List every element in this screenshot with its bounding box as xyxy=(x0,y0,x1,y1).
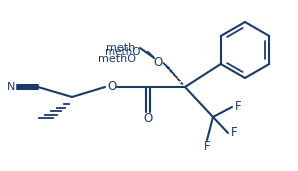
Text: O: O xyxy=(107,81,117,94)
Text: O: O xyxy=(143,113,153,126)
Text: methO: methO xyxy=(98,54,136,64)
Text: O: O xyxy=(153,56,163,69)
Text: F: F xyxy=(235,101,241,114)
Text: meth: meth xyxy=(106,43,135,53)
Text: N: N xyxy=(7,82,15,92)
Text: F: F xyxy=(231,127,237,140)
Text: F: F xyxy=(204,141,210,154)
Text: methO: methO xyxy=(105,47,140,57)
